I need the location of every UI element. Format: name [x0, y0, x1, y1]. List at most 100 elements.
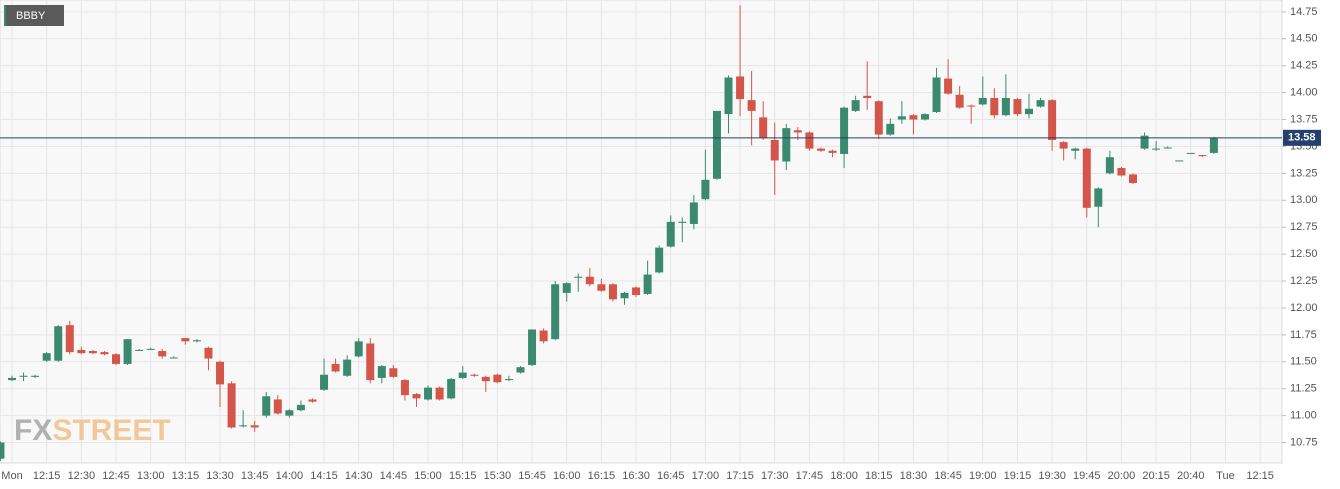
- y-tick-label: 11.50: [1290, 356, 1317, 368]
- candle-body: [239, 425, 248, 427]
- candle-body: [620, 292, 629, 299]
- candle-body: [978, 97, 987, 105]
- candle-body: [816, 148, 825, 151]
- y-tick-label: 11.75: [1290, 329, 1317, 341]
- candle-body: [366, 343, 375, 381]
- candle-body: [528, 329, 537, 366]
- y-tick-label: 11.25: [1290, 383, 1317, 395]
- candle-body: [863, 95, 872, 98]
- candle-body: [1140, 135, 1149, 149]
- watermark-street: STREET: [52, 414, 170, 447]
- x-tick-label: 16:45: [657, 470, 685, 482]
- x-tick-label: Mon: [1, 470, 22, 482]
- y-tick-label: 12.75: [1290, 221, 1318, 233]
- candle-body: [227, 383, 236, 428]
- candle-body: [1117, 167, 1126, 176]
- candle-body: [701, 179, 710, 200]
- candle-body: [782, 128, 791, 162]
- candle-body: [470, 374, 479, 376]
- x-tick-label: 14:00: [276, 470, 304, 482]
- candle-body: [1059, 142, 1068, 149]
- candle-body: [759, 117, 768, 138]
- candle-body: [42, 353, 51, 361]
- candle-body: [920, 114, 929, 120]
- x-tick-label: 18:45: [934, 470, 962, 482]
- plot-area: [0, 0, 1283, 464]
- y-tick-label: 13.00: [1290, 194, 1318, 206]
- y-tick-label: 14.25: [1290, 60, 1318, 72]
- x-tick-label: 17:45: [796, 470, 824, 482]
- candle-body: [65, 325, 74, 353]
- y-tick-label: 11.00: [1290, 410, 1317, 422]
- y-tick-label: 10.75: [1290, 436, 1318, 448]
- candle-body: [678, 221, 687, 223]
- symbol-accent: [4, 5, 6, 26]
- candle-body: [562, 283, 571, 293]
- candle-body: [932, 77, 941, 112]
- x-tick-label: 20:00: [1108, 470, 1136, 482]
- candle-body: [516, 367, 525, 373]
- price-label-box: [1283, 129, 1321, 146]
- x-tick-label: 20:40: [1177, 470, 1205, 482]
- y-tick-label: 13.75: [1290, 113, 1318, 125]
- candle-body: [216, 361, 225, 385]
- candle-body: [955, 94, 964, 108]
- candle-body: [331, 363, 340, 372]
- candle-body: [1163, 147, 1172, 149]
- candle-body: [1013, 99, 1022, 115]
- x-tick-label: 13:30: [206, 470, 234, 482]
- candle-body: [123, 339, 132, 364]
- candle-body: [793, 130, 802, 133]
- candle-body: [608, 284, 617, 300]
- candle-body: [424, 387, 433, 400]
- x-tick-label: 12:15: [33, 470, 61, 482]
- x-tick-label: 12:15: [1246, 470, 1274, 482]
- candle-body: [944, 78, 953, 94]
- candle-body: [712, 110, 721, 179]
- x-tick-label: 14:15: [310, 470, 338, 482]
- candle-body: [828, 150, 837, 153]
- x-tick-label: 13:00: [137, 470, 165, 482]
- candle-body: [1036, 100, 1045, 107]
- y-tick-label: 12.50: [1290, 248, 1318, 260]
- y-tick-label: 12.00: [1290, 302, 1318, 314]
- x-tick-label: 19:15: [1004, 470, 1032, 482]
- watermark-fx: FX: [14, 414, 52, 447]
- candle-body: [77, 349, 86, 354]
- candle-body: [1001, 97, 1010, 116]
- candle-body: [100, 352, 109, 355]
- candle-body: [551, 284, 560, 340]
- candle-body: [1186, 152, 1195, 154]
- x-tick-label: 17:15: [726, 470, 754, 482]
- candle-body: [320, 374, 329, 390]
- x-tick-label: 14:45: [380, 470, 408, 482]
- x-tick-label: 14:30: [345, 470, 373, 482]
- candle-body: [1198, 155, 1207, 157]
- candle-body: [169, 357, 178, 359]
- candle-body: [389, 368, 398, 377]
- candle-body: [1209, 137, 1218, 153]
- x-tick-label: 18:15: [865, 470, 893, 482]
- x-tick-label: 16:15: [588, 470, 616, 482]
- candle-body: [285, 410, 294, 416]
- x-tick-label: 12:45: [102, 470, 130, 482]
- symbol-box: [4, 5, 64, 26]
- x-tick-label: 18:00: [830, 470, 858, 482]
- x-tick-label: 17:30: [761, 470, 789, 482]
- candle-body: [481, 376, 490, 382]
- y-tick-label: 14.00: [1290, 87, 1318, 99]
- candle-body: [458, 372, 467, 378]
- candle-body: [1048, 100, 1057, 140]
- candle-body: [181, 338, 190, 342]
- x-tick-label: 18:30: [900, 470, 928, 482]
- candle-body: [851, 100, 860, 111]
- candle-body: [308, 399, 317, 402]
- candle-body: [874, 101, 883, 135]
- x-tick-label: 15:45: [518, 470, 546, 482]
- candle-body: [343, 359, 352, 376]
- x-tick-label: 13:15: [172, 470, 200, 482]
- candle-body: [1105, 157, 1114, 174]
- y-tick-label: 13.25: [1290, 167, 1318, 179]
- candle-body: [909, 115, 918, 120]
- candle-body: [747, 100, 756, 111]
